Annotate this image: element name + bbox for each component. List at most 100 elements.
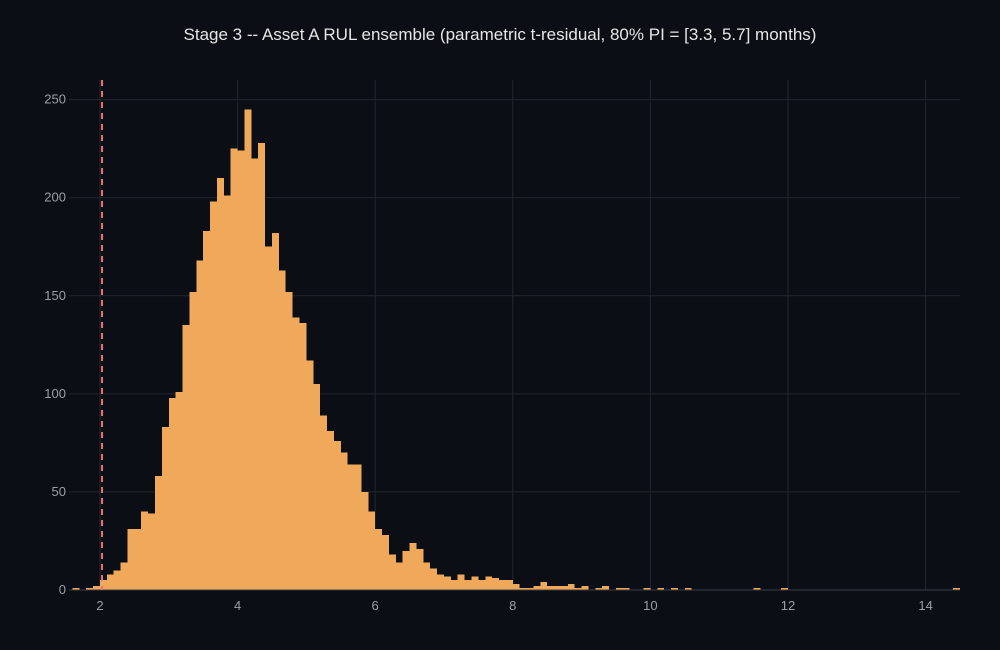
histogram-bar (230, 148, 238, 590)
y-tick-label: 200 (44, 190, 66, 205)
histogram-bar (471, 576, 479, 590)
histogram-bar (457, 574, 465, 590)
histogram-bar (560, 586, 568, 590)
histogram-bar (278, 270, 286, 590)
histogram-bar (354, 464, 362, 590)
histogram-bar (251, 158, 259, 590)
histogram-bar (148, 513, 156, 590)
histogram-bar (203, 231, 211, 591)
histogram-bar (189, 291, 197, 590)
histogram-bar (223, 195, 231, 590)
histogram-bar (499, 580, 506, 590)
histogram-bar (216, 178, 224, 591)
histogram-bar (306, 360, 314, 590)
histogram-bar (72, 588, 80, 590)
histogram-bar (347, 464, 355, 590)
histogram-bar (409, 542, 417, 590)
histogram-bar (430, 568, 438, 590)
x-tick-label: 10 (643, 598, 657, 613)
histogram-bar (361, 491, 369, 590)
histogram-bar (155, 476, 162, 590)
histogram-bar (953, 588, 960, 590)
histogram-bar (684, 588, 692, 590)
histogram-bar (526, 588, 534, 590)
histogram-bar (753, 588, 761, 590)
histogram-bar (643, 588, 651, 590)
histogram-bar (99, 580, 107, 590)
histogram-bar (258, 142, 266, 590)
x-tick-label: 2 (96, 598, 103, 613)
histogram-bar (450, 580, 458, 590)
histogram-bar (547, 586, 555, 590)
histogram-bar (657, 588, 665, 590)
histogram-bar (292, 317, 300, 590)
histogram-bar (141, 511, 149, 590)
histogram-bar (423, 562, 431, 590)
histogram-bar (505, 580, 513, 590)
histogram-bar (86, 588, 94, 590)
histogram-bar (175, 391, 183, 590)
histogram-bar (512, 584, 520, 590)
histogram-bar (602, 586, 610, 590)
y-tick-label: 150 (44, 288, 66, 303)
y-tick-label: 0 (59, 582, 66, 597)
histogram-bar (485, 576, 493, 590)
histogram-bar (134, 529, 142, 590)
histogram-bar (395, 562, 403, 590)
histogram-bar (168, 397, 176, 590)
x-tick-labels: 2 4 6 8 10 12 14 (96, 598, 932, 613)
histogram-bar (299, 323, 307, 590)
histogram-bar (210, 201, 217, 590)
x-tick-label: 4 (234, 598, 241, 613)
histogram-bar (554, 586, 561, 590)
histogram-bar (120, 562, 128, 590)
histogram-bar (182, 325, 190, 590)
histogram-bar (581, 586, 589, 590)
histogram-bar (327, 431, 334, 590)
histogram-bar (437, 574, 444, 590)
histogram-bar (533, 586, 541, 590)
histogram-bar (595, 588, 603, 590)
histogram-bar (540, 582, 548, 590)
histogram-bar (519, 588, 527, 590)
histogram-bar (464, 580, 472, 590)
histogram-bar (244, 109, 252, 590)
histogram-bar (161, 427, 169, 590)
histogram-bar (285, 291, 293, 590)
x-tick-label: 6 (372, 598, 379, 613)
y-tick-label: 100 (44, 386, 66, 401)
y-tick-labels: 0 50 100 150 200 250 (44, 92, 66, 597)
histogram-bar (671, 588, 678, 590)
histogram-bar (388, 554, 396, 590)
histogram-bars (72, 109, 960, 591)
histogram-bar (781, 588, 788, 590)
histogram-bar (340, 452, 348, 590)
histogram-bar (237, 150, 245, 590)
histogram-bar (443, 576, 451, 590)
histogram-bar (333, 440, 341, 590)
histogram-bar (368, 511, 376, 590)
y-tick-label: 250 (44, 92, 66, 107)
histogram-bar (265, 246, 272, 590)
y-tick-label: 50 (52, 484, 66, 499)
histogram-bar (615, 588, 623, 590)
histogram-bar (196, 260, 204, 590)
x-tick-label: 8 (509, 598, 516, 613)
x-tick-label: 12 (781, 598, 795, 613)
histogram-bar (416, 548, 424, 590)
histogram-bar (478, 580, 486, 590)
histogram-bar (402, 550, 410, 590)
histogram-bar (320, 415, 328, 590)
histogram-bar (106, 574, 114, 590)
histogram-bar (313, 384, 321, 590)
histogram-bar (382, 535, 389, 590)
histogram-bar (271, 233, 279, 590)
histogram-bar (93, 586, 100, 590)
x-tick-label: 14 (918, 598, 932, 613)
histogram-bar (127, 529, 135, 590)
histogram-bar (113, 570, 121, 590)
chart-title: Stage 3 -- Asset A RUL ensemble (paramet… (184, 25, 817, 44)
histogram-bar (574, 588, 582, 590)
histogram-bar (375, 529, 383, 590)
